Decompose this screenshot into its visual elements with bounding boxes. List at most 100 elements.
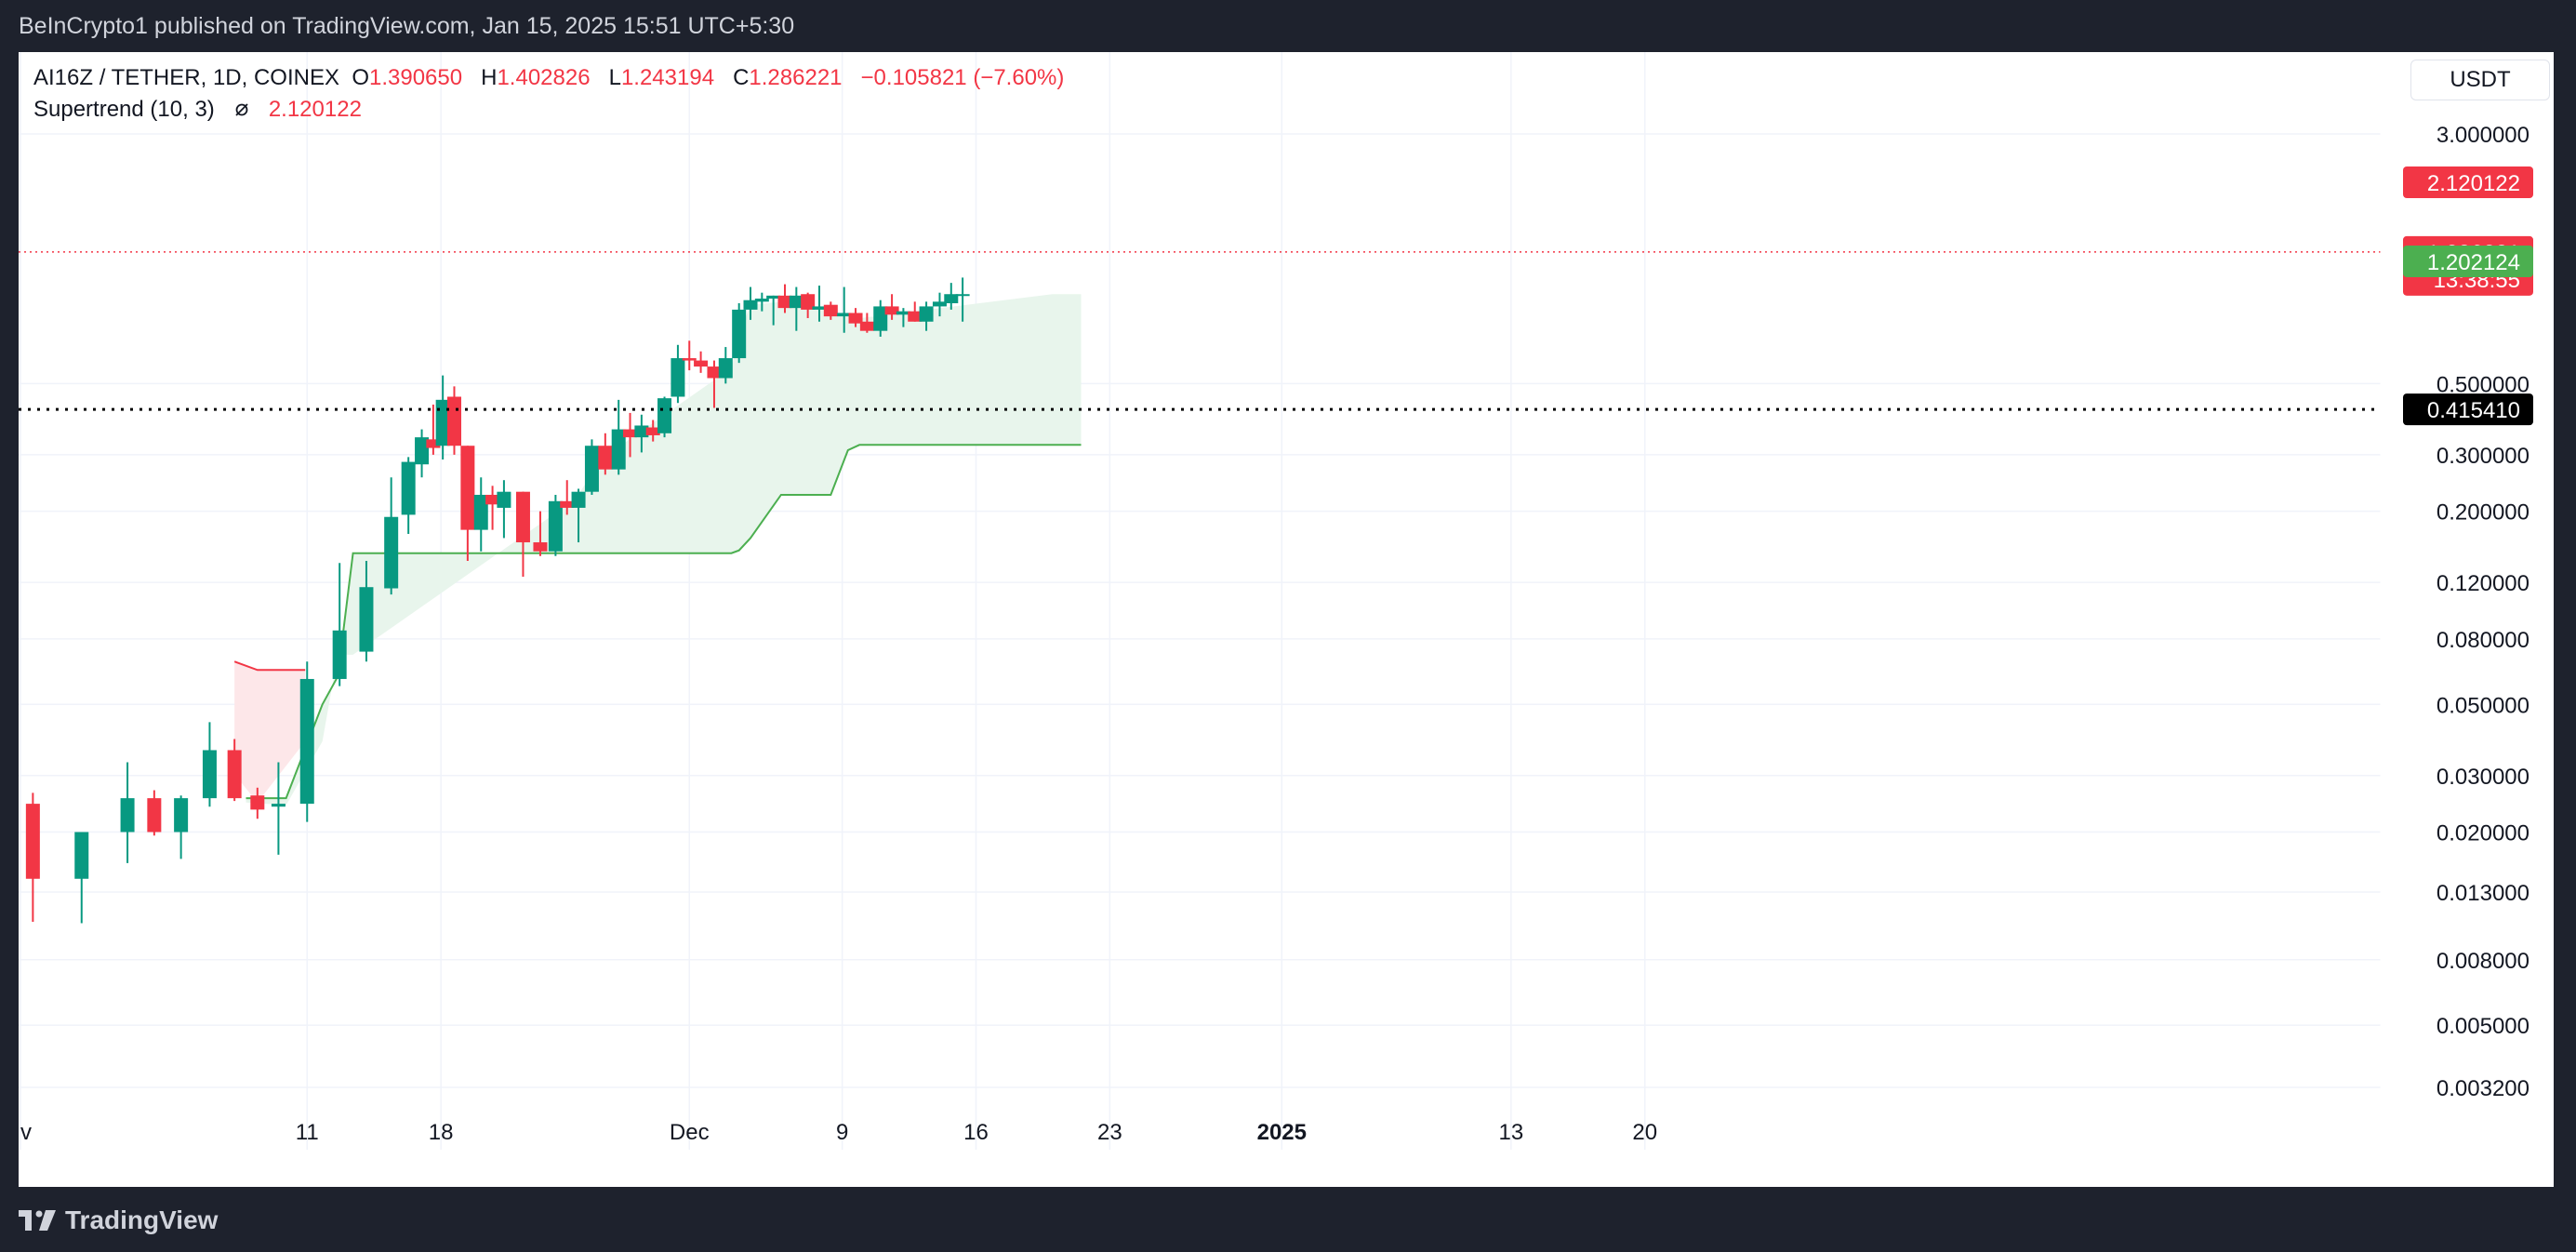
candle-body[interactable] — [548, 500, 563, 552]
y-tick-label: 0.030000 — [2437, 765, 2530, 790]
candle-body[interactable] — [955, 294, 970, 297]
candle-body[interactable] — [707, 366, 722, 379]
candle-body[interactable] — [611, 429, 626, 470]
candle-body[interactable] — [415, 437, 430, 465]
candle-body[interactable] — [743, 300, 758, 310]
candle-body[interactable] — [812, 306, 827, 310]
candle-body[interactable] — [446, 396, 461, 446]
candle-body[interactable] — [873, 306, 888, 331]
candle-body[interactable] — [485, 494, 500, 505]
eye-off-icon[interactable] — [233, 101, 250, 118]
candle-body[interactable] — [227, 750, 242, 799]
currency-button[interactable]: USDT — [2410, 60, 2550, 100]
y-tick-label: 0.120000 — [2437, 571, 2530, 596]
indicator-title[interactable]: Supertrend (10, 3) — [33, 97, 215, 122]
candle-body[interactable] — [250, 795, 265, 810]
candle-body[interactable] — [645, 427, 660, 435]
low-label: L — [608, 65, 621, 90]
y-tick-label: 0.013000 — [2437, 881, 2530, 906]
candle-body[interactable] — [174, 798, 189, 832]
candle-body[interactable] — [671, 358, 685, 397]
candle-body[interactable] — [147, 798, 162, 832]
candle-body[interactable] — [584, 446, 599, 492]
x-tick-label: 9 — [836, 1120, 848, 1145]
y-tick-label: 0.050000 — [2437, 693, 2530, 718]
y-tick-label: 0.300000 — [2437, 444, 2530, 469]
candle-body[interactable] — [460, 446, 475, 530]
price-chart[interactable]: 3.000000 0.500000 0.300000 0.200000 0.120000… — [19, 52, 2554, 1187]
candle-body[interactable] — [299, 678, 314, 805]
candle-body[interactable] — [823, 304, 838, 317]
candle-body[interactable] — [777, 295, 792, 309]
candle-body[interactable] — [837, 313, 852, 317]
candle-body[interactable] — [271, 804, 285, 807]
candle-body[interactable] — [859, 321, 874, 331]
candle-body[interactable] — [732, 309, 747, 359]
candle-body[interactable] — [401, 461, 416, 515]
candle-body[interactable] — [919, 306, 934, 322]
candle-body[interactable] — [74, 832, 89, 879]
candle-body[interactable] — [435, 399, 450, 446]
open-label: O — [352, 65, 369, 90]
candle-body[interactable] — [896, 311, 910, 315]
candle-body[interactable] — [598, 446, 613, 470]
candle-body[interactable] — [754, 299, 769, 302]
high-value: 1.402826 — [497, 65, 591, 90]
candle-body[interactable] — [718, 358, 733, 379]
indicator-legend: Supertrend (10, 3) 2.120122 — [33, 97, 362, 123]
tradingview-brand[interactable]: TradingView — [19, 1205, 218, 1235]
candle-body[interactable] — [657, 398, 672, 433]
price-label-badge — [2403, 245, 2533, 277]
candle-body[interactable] — [473, 494, 488, 530]
tradingview-wordmark: TradingView — [65, 1205, 219, 1234]
supertrend-up-line — [246, 444, 1082, 800]
candle-body[interactable] — [623, 429, 638, 438]
tradingview-logo-icon — [19, 1210, 56, 1231]
change-value: −0.105821 (−7.60%) — [860, 65, 1065, 90]
candle-body[interactable] — [634, 425, 649, 438]
candle-body[interactable] — [25, 804, 40, 879]
x-tick-label: 11 — [296, 1120, 319, 1145]
candle-body[interactable] — [515, 491, 530, 543]
indicator-value: 2.120122 — [268, 97, 362, 122]
candle-body[interactable] — [766, 295, 781, 300]
ohlc-legend: AI16Z / TETHER, 1D, COINEX O1.390650 H1.… — [33, 65, 1064, 91]
chart-panel[interactable]: 3.000000 0.500000 0.300000 0.200000 0.120000… — [19, 52, 2554, 1187]
candle-body[interactable] — [533, 542, 548, 552]
x-tick-label: 23 — [1097, 1120, 1122, 1145]
candle-body[interactable] — [359, 587, 374, 652]
price-label-text: 2.120122 — [2427, 171, 2520, 196]
candle-body[interactable] — [332, 630, 347, 679]
symbol-title[interactable]: AI16Z / TETHER, 1D, COINEX — [33, 65, 339, 90]
x-tick-label: 13 — [1499, 1120, 1524, 1145]
candle-body[interactable] — [884, 306, 899, 315]
price-label-text: 0.415410 — [2427, 398, 2520, 423]
y-tick-label: 0.003200 — [2437, 1076, 2530, 1101]
supertrend-uptrend-fill — [246, 294, 1082, 806]
candle-body[interactable] — [848, 313, 863, 324]
x-tick-label: 2025 — [1257, 1120, 1307, 1145]
y-tick-label: 0.008000 — [2437, 949, 2530, 974]
candle-body[interactable] — [571, 491, 586, 508]
candle-body[interactable] — [497, 491, 511, 508]
x-tick-label: 16 — [963, 1120, 989, 1145]
x-tick-label: 20 — [1632, 1120, 1657, 1145]
top-bar: BeInCrypto1 published on TradingView.com… — [0, 0, 2576, 52]
close-value: 1.286221 — [749, 65, 843, 90]
candle-body[interactable] — [932, 301, 947, 307]
candle-body[interactable] — [202, 750, 217, 799]
y-tick-label: 3.000000 — [2437, 123, 2530, 148]
candle-body[interactable] — [560, 500, 575, 508]
candle-body[interactable] — [120, 798, 135, 832]
candle-body[interactable] — [944, 294, 959, 304]
candle-body[interactable] — [789, 295, 803, 309]
candle-body[interactable] — [384, 516, 399, 589]
candle-body[interactable] — [801, 294, 816, 310]
candle-body[interactable] — [908, 311, 923, 322]
x-tick-label: 18 — [429, 1120, 454, 1145]
candle-body[interactable] — [694, 360, 709, 367]
candle-body[interactable] — [682, 358, 697, 361]
bottom-bar: TradingView — [0, 1187, 2576, 1252]
price-label-badge — [2403, 393, 2533, 426]
candle-body[interactable] — [426, 439, 441, 448]
